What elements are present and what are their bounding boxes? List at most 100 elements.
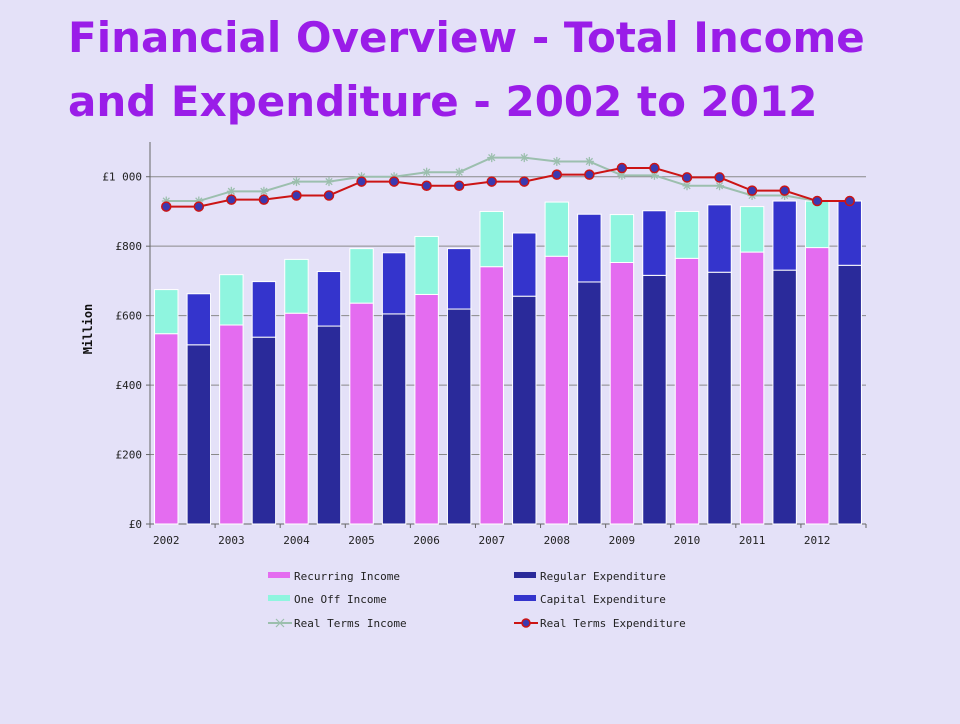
y-tick-label: £0 <box>129 518 142 531</box>
bar-recurring-income <box>609 262 635 525</box>
point-real-terms-income <box>552 156 562 166</box>
point-real-terms-expenditure <box>356 176 367 187</box>
line-real-terms-income <box>166 156 850 203</box>
bar-recurring-income <box>349 302 374 525</box>
point-real-terms-expenditure <box>161 201 172 212</box>
bar-one-off-income <box>154 289 179 335</box>
bar-regular-expenditure <box>381 313 407 525</box>
title-line-2: and Expenditure - 2002 to 2012 <box>68 77 818 126</box>
point-real-terms-expenditure <box>193 201 205 212</box>
point-real-terms-income <box>291 177 301 187</box>
bar-regular-expenditure <box>186 344 212 525</box>
point-real-terms-expenditure <box>388 176 400 187</box>
y-tick-label: £200 <box>116 449 143 462</box>
page-title: Financial Overview - Total Income and Ex… <box>68 6 928 134</box>
bar-capital-expenditure <box>707 204 732 273</box>
bar-capital-expenditure <box>381 252 407 315</box>
bar-one-off-income <box>349 248 374 304</box>
point-real-terms-income <box>682 181 692 191</box>
point-real-terms-income <box>519 153 529 163</box>
bar-capital-expenditure <box>251 281 277 338</box>
point-real-terms-expenditure <box>323 190 335 201</box>
bar-regular-expenditure <box>642 274 667 525</box>
x-tick-label: 2005 <box>348 534 375 547</box>
bar-regular-expenditure <box>577 281 602 525</box>
y-tick-label: £800 <box>116 240 143 253</box>
point-real-terms-income <box>324 177 334 187</box>
x-tick-label: 2010 <box>674 534 701 547</box>
x-tick-label: 2002 <box>153 534 180 547</box>
point-real-terms-expenditure <box>421 180 432 192</box>
point-real-terms-income <box>487 153 497 163</box>
bar-recurring-income <box>544 255 570 525</box>
bar-regular-expenditure <box>772 269 797 525</box>
x-tick-label: 2012 <box>804 534 831 547</box>
bar-recurring-income <box>284 312 309 525</box>
y-tick-label: £1 000 <box>102 171 142 184</box>
point-real-terms-income <box>454 167 464 177</box>
point-real-terms-income <box>715 181 725 191</box>
legend-label: Real Terms Income <box>294 617 407 630</box>
point-real-terms-income <box>584 156 594 166</box>
point-real-terms-expenditure <box>291 190 302 201</box>
bar-one-off-income <box>544 201 570 257</box>
bar-capital-expenditure <box>512 232 537 297</box>
point-real-terms-expenditure <box>616 162 628 174</box>
x-tick-label: 2008 <box>544 534 571 547</box>
point-real-terms-expenditure <box>779 185 790 196</box>
point-real-terms-expenditure <box>811 195 823 207</box>
bar-capital-expenditure <box>642 210 667 276</box>
bar-regular-expenditure <box>446 308 472 525</box>
legend-marker <box>521 618 531 628</box>
bar-recurring-income <box>804 247 830 525</box>
bar-recurring-income <box>479 266 504 525</box>
bar-one-off-income <box>414 235 439 295</box>
line-real-terms-expenditure <box>166 167 850 208</box>
x-tick-label: 2009 <box>609 534 636 547</box>
x-tick-label: 2003 <box>218 534 245 547</box>
point-real-terms-income <box>226 186 236 196</box>
legend-label: One Off Income <box>294 593 387 606</box>
bar-capital-expenditure <box>316 271 342 327</box>
x-tick-label: 2007 <box>478 534 505 547</box>
bar-one-off-income <box>674 210 700 259</box>
legend-swatch <box>514 595 536 601</box>
point-real-terms-expenditure <box>714 172 725 183</box>
x-tick-label: 2011 <box>739 534 766 547</box>
point-real-terms-expenditure <box>649 162 660 174</box>
point-real-terms-expenditure <box>844 195 855 207</box>
point-real-terms-expenditure <box>226 194 237 205</box>
x-tick-label: 2006 <box>413 534 440 547</box>
bar-recurring-income <box>674 257 700 525</box>
legend-label: Real Terms Expenditure <box>540 617 686 630</box>
bar-capital-expenditure <box>837 200 862 266</box>
bar-regular-expenditure <box>837 264 862 525</box>
bar-regular-expenditure <box>251 336 277 525</box>
bar-one-off-income <box>284 258 309 314</box>
point-real-terms-expenditure <box>746 185 758 196</box>
legend-swatch <box>268 595 290 601</box>
point-real-terms-expenditure <box>486 176 497 187</box>
bar-recurring-income <box>414 293 439 525</box>
bar-one-off-income <box>739 206 765 253</box>
bar-one-off-income <box>804 200 830 249</box>
bar-capital-expenditure <box>186 293 212 346</box>
bar-capital-expenditure <box>772 200 797 271</box>
legend-label: Capital Expenditure <box>540 593 666 606</box>
legend-swatch <box>268 572 290 578</box>
legend-label: Regular Expenditure <box>540 570 666 583</box>
point-real-terms-income <box>259 186 269 196</box>
point-real-terms-expenditure <box>551 169 563 180</box>
point-real-terms-expenditure <box>258 194 270 205</box>
bar-regular-expenditure <box>316 325 342 525</box>
y-axis-label: Million <box>81 304 95 355</box>
y-tick-label: £400 <box>116 379 143 392</box>
point-real-terms-expenditure <box>453 180 465 192</box>
bar-recurring-income <box>219 324 244 525</box>
x-tick-label: 2004 <box>283 534 310 547</box>
bar-one-off-income <box>219 274 244 326</box>
bar-recurring-income <box>739 251 765 525</box>
bar-one-off-income <box>479 210 504 268</box>
